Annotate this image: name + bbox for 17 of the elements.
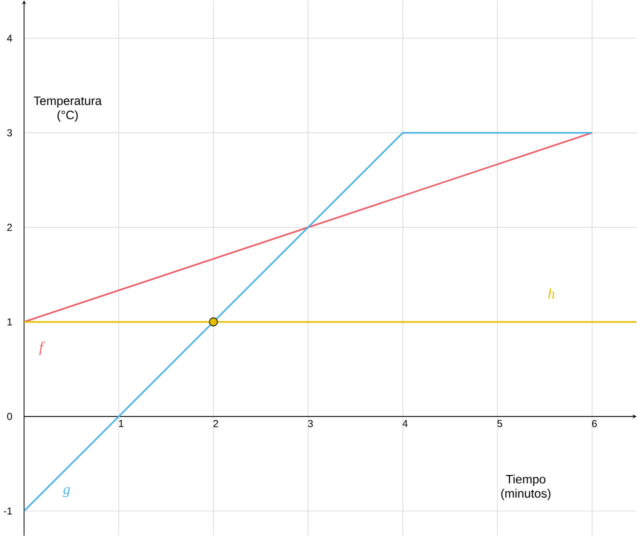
y-tick-label: 2 [7,224,12,231]
y-tick-label: 0 [7,412,12,420]
x-tick-label: 3 [308,420,313,428]
y-tick-label: 3 [7,129,12,136]
y-axis-title: Temperatura (°C) [34,96,102,122]
x-tick-label: 2 [213,420,218,428]
y-tick-label: 4 [7,34,12,42]
series-label: h [548,288,554,299]
series-label: f [39,342,45,356]
series-label: g [63,487,70,498]
y-tick-label: 1 [8,318,12,326]
x-tick-label: 5 [497,420,502,428]
x-tick-label: 6 [592,420,597,428]
x-tick-label: 1 [119,420,124,427]
y-tick-label: -1 [4,508,12,514]
x-axis-title: Tiempo (minutos) [501,474,550,500]
x-tick-label: 4 [402,420,408,427]
